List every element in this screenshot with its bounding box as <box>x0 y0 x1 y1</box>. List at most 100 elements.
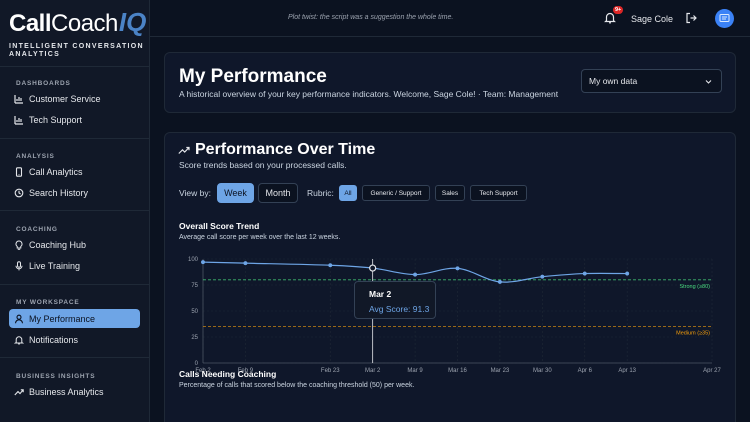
x-tick-label: Feb 2 <box>195 368 211 373</box>
coaching-chart-subtitle: Percentage of calls that scored below th… <box>179 382 415 389</box>
sidebar-item-label: Search History <box>29 187 89 198</box>
sidebar-item-my-performance[interactable]: My Performance <box>9 309 140 328</box>
x-tick-label: Mar 23 <box>491 368 510 373</box>
y-tick-label: 75 <box>191 283 198 289</box>
app-logo[interactable]: Call Coach IQ <box>9 7 146 37</box>
data-point <box>328 263 333 268</box>
history-icon <box>14 188 24 197</box>
lightbulb-icon <box>15 239 23 250</box>
user-icon <box>14 314 24 323</box>
reference-line-label: Strong (≥80) <box>679 284 710 290</box>
data-scope-value: My own data <box>589 76 638 86</box>
sidebar-item-tech-support[interactable]: Tech Support <box>9 110 140 129</box>
section-label-coaching: COACHING <box>16 226 58 233</box>
data-point <box>497 279 502 284</box>
top-bar: Plot twist: the script was a suggestion … <box>150 0 750 37</box>
sidebar-item-label: Business Analytics <box>29 386 104 397</box>
sidebar-item-search-history[interactable]: Search History <box>9 183 140 202</box>
view-month-button[interactable]: Month <box>258 183 298 203</box>
performance-card: Performance Over Time Score trends based… <box>164 132 736 422</box>
reference-line-label: Medium (≥35) <box>676 331 710 337</box>
sidebar-item-business-analytics[interactable]: Business Analytics <box>9 382 140 401</box>
section-label-my-workspace: MY WORKSPACE <box>16 299 80 306</box>
trend-chart-subtitle: Average call score per week over the las… <box>179 234 341 241</box>
data-point <box>455 266 460 271</box>
page-header-card: My Performance A historical overview of … <box>164 52 736 113</box>
page-title: My Performance <box>179 66 327 87</box>
data-point <box>625 271 630 276</box>
logo-iq: IQ <box>118 7 147 37</box>
x-tick-label: Feb 23 <box>321 368 340 373</box>
microphone-icon <box>15 260 23 270</box>
notification-badge: 9+ <box>613 6 624 14</box>
coaching-chart-title: Calls Needing Coaching <box>179 369 277 379</box>
x-tick-label: Apr 27 <box>703 368 721 373</box>
score-trend-chart[interactable]: 0 25 50 75 100 Feb 2 Feb 9 Feb 23 Mar 2 Mar 9 Mar … <box>165 133 737 373</box>
logo-coach: Coach <box>51 10 118 37</box>
app-tagline: INTELLIGENT CONVERSATION ANALYTICS <box>9 43 144 58</box>
sidebar: Call Coach IQ INTELLIGENT CONVERSATION A… <box>0 0 150 422</box>
x-tick-label: Apr 6 <box>578 368 593 373</box>
trend-chart-title: Overall Score Trend <box>179 221 260 231</box>
sidebar-divider <box>0 210 150 211</box>
sidebar-item-live-training[interactable]: Live Training <box>9 256 140 275</box>
sidebar-divider <box>0 284 150 285</box>
tooltip-date: Mar 2 <box>369 289 392 299</box>
sidebar-item-label: My Performance <box>29 313 96 324</box>
notification-bell-icon[interactable] <box>604 11 616 24</box>
sidebar-divider <box>0 138 150 139</box>
top-bar-note: Plot twist: the script was a suggestion … <box>288 14 454 21</box>
trend-icon <box>14 388 24 395</box>
sidebar-item-label: Call Analytics <box>29 166 83 177</box>
y-tick-label: 25 <box>191 335 198 341</box>
rubric-tech-support-chip[interactable]: Tech Support <box>470 185 527 201</box>
sidebar-item-coaching-hub[interactable]: Coaching Hub <box>9 235 140 254</box>
sidebar-item-label: Notifications <box>29 334 79 345</box>
rubric-all-chip[interactable]: All <box>339 185 357 201</box>
x-tick-label: Mar 16 <box>448 368 467 373</box>
view-by-label: View by: <box>179 188 211 198</box>
sidebar-divider <box>0 357 150 358</box>
view-week-button[interactable]: Week <box>217 183 254 203</box>
logo-call: Call <box>9 10 52 37</box>
chevron-down-icon <box>705 80 712 84</box>
sidebar-divider <box>0 66 150 67</box>
data-scope-select[interactable]: My own data <box>581 69 722 93</box>
y-tick-label: 0 <box>195 361 199 367</box>
data-point <box>243 261 248 266</box>
user-name: Sage Cole <box>631 14 674 24</box>
data-point <box>369 264 377 272</box>
data-point <box>540 274 545 279</box>
section-label-dashboards: DASHBOARDS <box>16 80 71 87</box>
y-tick-label: 50 <box>191 309 198 315</box>
section-title: Performance Over Time <box>195 141 376 158</box>
chart-tooltip: Mar 2 Avg Score: 91.3 <box>354 281 436 319</box>
x-tick-label: Mar 30 <box>533 368 552 373</box>
x-tick-label: Mar 9 <box>407 368 423 373</box>
section-label-business-insights: BUSINESS INSIGHTS <box>16 373 96 380</box>
sidebar-item-label: Tech Support <box>29 114 83 125</box>
phone-icon <box>15 166 23 177</box>
data-point <box>582 271 587 276</box>
score-trend-line <box>202 261 628 283</box>
sidebar-item-label: Customer Service <box>29 93 101 104</box>
section-label-analysis: ANALYSIS <box>16 153 55 160</box>
rubric-label: Rubric: <box>307 188 334 198</box>
bar-chart-icon <box>14 115 23 125</box>
logout-icon[interactable] <box>685 12 697 24</box>
bar-chart-icon <box>14 94 23 104</box>
avatar[interactable] <box>715 9 734 28</box>
tooltip-value: Avg Score: 91.3 <box>369 304 430 314</box>
sidebar-item-customer-service[interactable]: Customer Service <box>9 89 140 108</box>
section-subtitle: Score trends based on your processed cal… <box>179 160 347 170</box>
sidebar-item-call-analytics[interactable]: Call Analytics <box>9 162 140 181</box>
data-point <box>413 272 418 277</box>
y-tick-label: 100 <box>188 257 199 263</box>
sidebar-item-label: Live Training <box>29 260 81 271</box>
x-tick-label: Mar 2 <box>365 368 381 373</box>
rubric-sales-chip[interactable]: Sales <box>435 185 465 201</box>
rubric-generic-support-chip[interactable]: Generic / Support <box>362 185 430 201</box>
chat-icon <box>719 14 730 22</box>
bell-icon <box>14 335 24 344</box>
sidebar-item-notifications[interactable]: Notifications <box>9 330 140 349</box>
